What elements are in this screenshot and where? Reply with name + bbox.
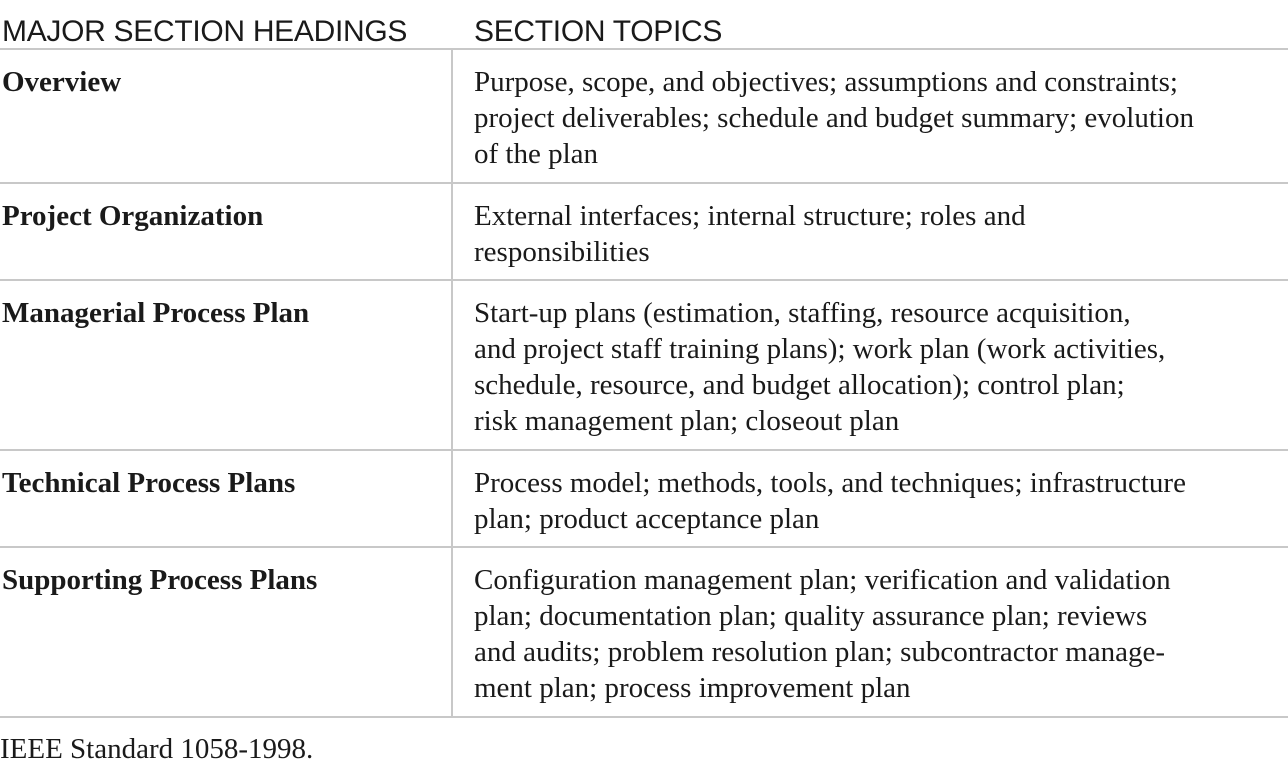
column-header-topics: SECTION TOPICS xyxy=(474,15,723,48)
table-row-project-organization: Project Organization External interfaces… xyxy=(0,184,1288,281)
topic-line: and audits; problem resolution plan; sub… xyxy=(474,636,1165,668)
table-row-managerial-process-plan: Managerial Process Plan Start-up plans (… xyxy=(0,281,1288,451)
topic-line: plan; product acceptance plan xyxy=(474,503,820,535)
section-topics: Start-up plans (estimation, staffing, re… xyxy=(453,281,1288,449)
section-heading: Supporting Process Plans xyxy=(0,548,453,716)
topic-line: responsibilities xyxy=(474,236,650,268)
topic-line: risk management plan; closeout plan xyxy=(474,405,900,437)
section-heading: Project Organization xyxy=(0,184,453,279)
section-topics: Process model; methods, tools, and techn… xyxy=(453,451,1288,546)
topic-line: of the plan xyxy=(474,138,599,170)
table-header-row: MAJOR SECTION HEADINGS SECTION TOPICS xyxy=(0,0,1288,50)
section-table: MAJOR SECTION HEADINGS SECTION TOPICS Ov… xyxy=(0,0,1288,718)
section-topics: Configuration management plan; verificat… xyxy=(453,548,1288,716)
topic-line: Start-up plans (estimation, staffing, re… xyxy=(474,297,1131,329)
section-heading: Overview xyxy=(0,50,453,182)
table-row-supporting-process-plans: Supporting Process Plans Configuration m… xyxy=(0,548,1288,718)
section-heading: Managerial Process Plan xyxy=(0,281,453,449)
section-heading: Technical Process Plans xyxy=(0,451,453,546)
topic-line: ment plan; process improvement plan xyxy=(474,672,911,704)
topic-line: schedule, resource, and budget allocatio… xyxy=(474,369,1125,401)
table-row-overview: Overview Purpose, scope, and objectives;… xyxy=(0,50,1288,184)
topic-line: External interfaces; internal structure;… xyxy=(474,200,1026,232)
column-header-headings: MAJOR SECTION HEADINGS xyxy=(2,15,408,48)
topic-line: plan; documentation plan; quality assura… xyxy=(474,600,1148,632)
table-row-technical-process-plans: Technical Process Plans Process model; m… xyxy=(0,451,1288,548)
source-note: IEEE Standard 1058-1998. xyxy=(0,733,314,765)
topic-line: and project staff training plans); work … xyxy=(474,333,1166,365)
section-topics: Purpose, scope, and objectives; assumpti… xyxy=(453,50,1288,182)
topic-line: project deliverables; schedule and budge… xyxy=(474,102,1194,134)
section-topics: External interfaces; internal structure;… xyxy=(453,184,1288,279)
topic-line: Purpose, scope, and objectives; assumpti… xyxy=(474,66,1178,98)
topic-line: Process model; methods, tools, and techn… xyxy=(474,467,1186,499)
topic-line: Configuration management plan; verificat… xyxy=(474,564,1171,596)
